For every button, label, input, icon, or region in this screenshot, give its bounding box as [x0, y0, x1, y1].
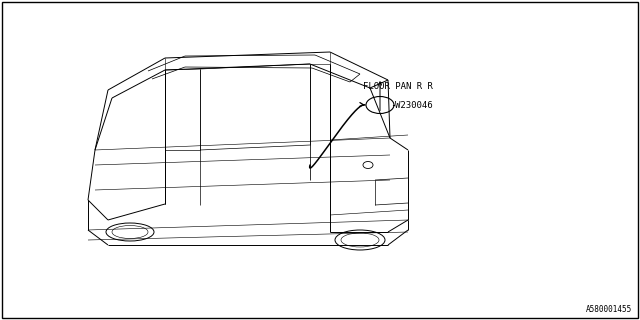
Text: A580001455: A580001455: [586, 305, 632, 314]
Text: W230046: W230046: [395, 100, 433, 109]
Text: FLOOR PAN R R: FLOOR PAN R R: [363, 82, 433, 91]
